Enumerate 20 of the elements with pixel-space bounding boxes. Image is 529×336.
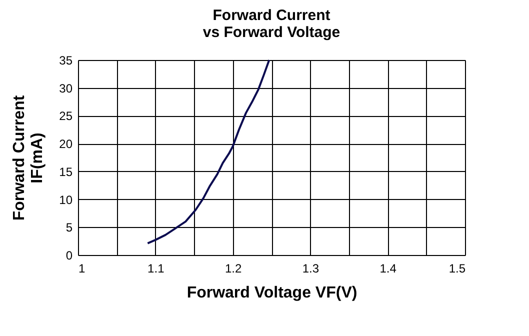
y-tick-label: 5: [66, 220, 73, 235]
x-tick-label: 1.4: [380, 262, 397, 276]
text: Forward Current: [212, 7, 330, 24]
y-tick-label: 10: [59, 192, 73, 207]
text: vs Forward Voltage: [202, 24, 340, 41]
y-tick-label: 25: [59, 109, 73, 124]
x-tick-label: 1: [78, 262, 86, 276]
x-tick-label: 1.5: [448, 262, 466, 276]
x-axis-title: Forward Voltage VF(V): [186, 284, 358, 302]
y-tick-label: 15: [59, 164, 73, 179]
y-tick-label: 0: [66, 248, 73, 262]
x-tick-label: 1.3: [302, 262, 320, 276]
y-tick-label: 30: [59, 81, 73, 96]
text: Forward Current: [11, 95, 28, 221]
x-tick-label: 1.1: [148, 262, 165, 276]
text: IF(mA): [29, 132, 46, 184]
y-tick-label: 20: [59, 137, 73, 152]
y-tick-label: 35: [59, 54, 73, 68]
line-series: [146, 59, 270, 244]
x-tick-label: 1.2: [224, 262, 242, 276]
